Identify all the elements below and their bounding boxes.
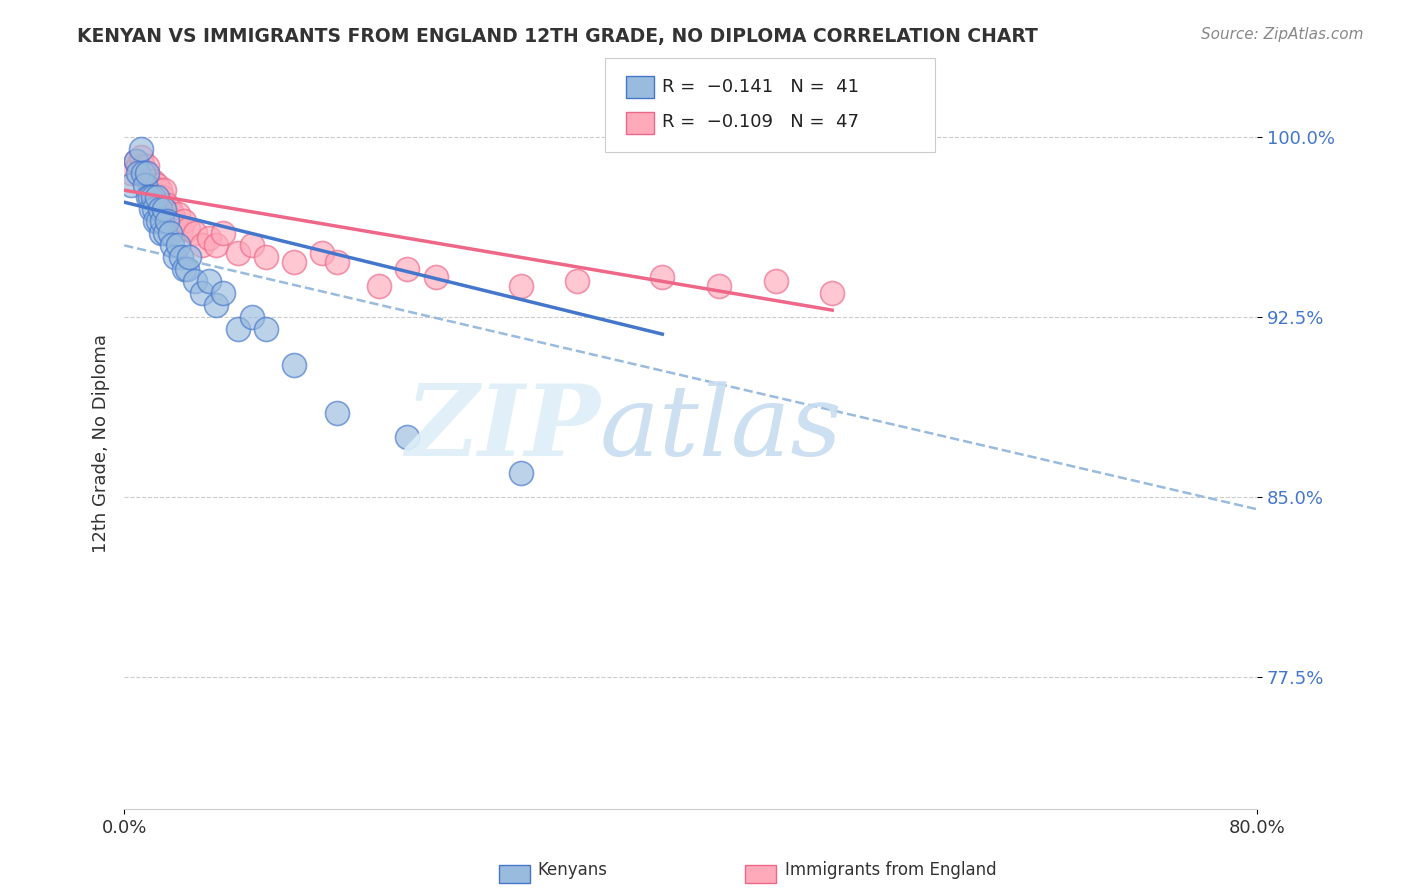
Point — [156, 214, 179, 228]
Point — [567, 274, 589, 288]
Point — [150, 197, 173, 211]
Point — [134, 178, 156, 193]
Point — [311, 245, 333, 260]
Point — [139, 202, 162, 217]
Text: Immigrants from England: Immigrants from England — [785, 861, 997, 879]
Point — [226, 322, 249, 336]
Point — [136, 173, 159, 187]
Text: KENYAN VS IMMIGRANTS FROM ENGLAND 12TH GRADE, NO DIPLOMA CORRELATION CHART: KENYAN VS IMMIGRANTS FROM ENGLAND 12TH G… — [77, 27, 1038, 45]
Point — [368, 279, 391, 293]
Point — [129, 143, 152, 157]
Point — [283, 359, 305, 373]
Point — [127, 159, 149, 173]
Point — [176, 262, 198, 277]
Point — [148, 190, 170, 204]
Point — [131, 159, 153, 173]
Point — [141, 190, 163, 204]
Point — [162, 207, 184, 221]
Point — [142, 202, 165, 217]
Point — [138, 178, 160, 193]
Point — [142, 183, 165, 197]
Point — [165, 251, 187, 265]
Point — [153, 202, 176, 217]
Point — [325, 406, 347, 420]
Point — [509, 467, 531, 481]
Point — [138, 190, 160, 204]
Text: Kenyans: Kenyans — [537, 861, 607, 879]
Point — [226, 245, 249, 260]
Point — [651, 269, 673, 284]
Point — [283, 255, 305, 269]
Point — [135, 166, 157, 180]
Text: Source: ZipAtlas.com: Source: ZipAtlas.com — [1201, 27, 1364, 42]
Point — [184, 274, 207, 288]
Point — [212, 227, 235, 241]
Point — [131, 166, 153, 180]
Point — [184, 227, 207, 241]
Point — [173, 214, 195, 228]
Point — [167, 207, 190, 221]
Point — [254, 251, 277, 265]
Point — [134, 166, 156, 180]
Point — [765, 274, 787, 288]
Point — [155, 227, 177, 241]
Point — [145, 214, 167, 228]
Point — [156, 197, 179, 211]
Point — [124, 154, 146, 169]
Point — [396, 262, 419, 277]
Point — [127, 166, 149, 180]
Point — [141, 173, 163, 187]
Point — [509, 279, 531, 293]
Point — [152, 214, 174, 228]
Text: ZIP: ZIP — [405, 380, 600, 477]
Point — [135, 159, 157, 173]
Point — [165, 214, 187, 228]
Point — [145, 190, 167, 204]
Point — [149, 202, 172, 217]
Point — [198, 231, 221, 245]
Point — [170, 221, 193, 235]
Text: R =  −0.141   N =  41: R = −0.141 N = 41 — [662, 78, 859, 95]
Y-axis label: 12th Grade, No Diploma: 12th Grade, No Diploma — [93, 334, 110, 553]
Point — [120, 166, 142, 180]
Point — [177, 221, 200, 235]
Point — [707, 279, 730, 293]
Point — [162, 238, 184, 252]
Point — [173, 262, 195, 277]
Point — [425, 269, 447, 284]
Point — [152, 190, 174, 204]
Text: atlas: atlas — [600, 381, 842, 476]
Point — [167, 238, 190, 252]
Point — [170, 251, 193, 265]
Point — [325, 255, 347, 269]
Point — [159, 227, 181, 241]
Point — [396, 430, 419, 444]
Text: R =  −0.109   N =  47: R = −0.109 N = 47 — [662, 113, 859, 131]
Point — [150, 227, 173, 241]
Point — [153, 183, 176, 197]
Point — [821, 286, 844, 301]
Point — [254, 322, 277, 336]
Point — [198, 274, 221, 288]
Point — [191, 238, 214, 252]
Point — [149, 183, 172, 197]
Point — [139, 183, 162, 197]
Point — [240, 238, 263, 252]
Point — [205, 298, 228, 312]
Point — [136, 190, 159, 204]
Point — [159, 202, 181, 217]
Point — [191, 286, 214, 301]
Point — [129, 150, 152, 164]
Point — [146, 178, 169, 193]
Point — [179, 251, 201, 265]
Point — [146, 190, 169, 204]
Point — [148, 214, 170, 228]
Point — [205, 238, 228, 252]
Point — [120, 178, 142, 193]
Point — [124, 154, 146, 169]
Point — [240, 310, 263, 325]
Point — [212, 286, 235, 301]
